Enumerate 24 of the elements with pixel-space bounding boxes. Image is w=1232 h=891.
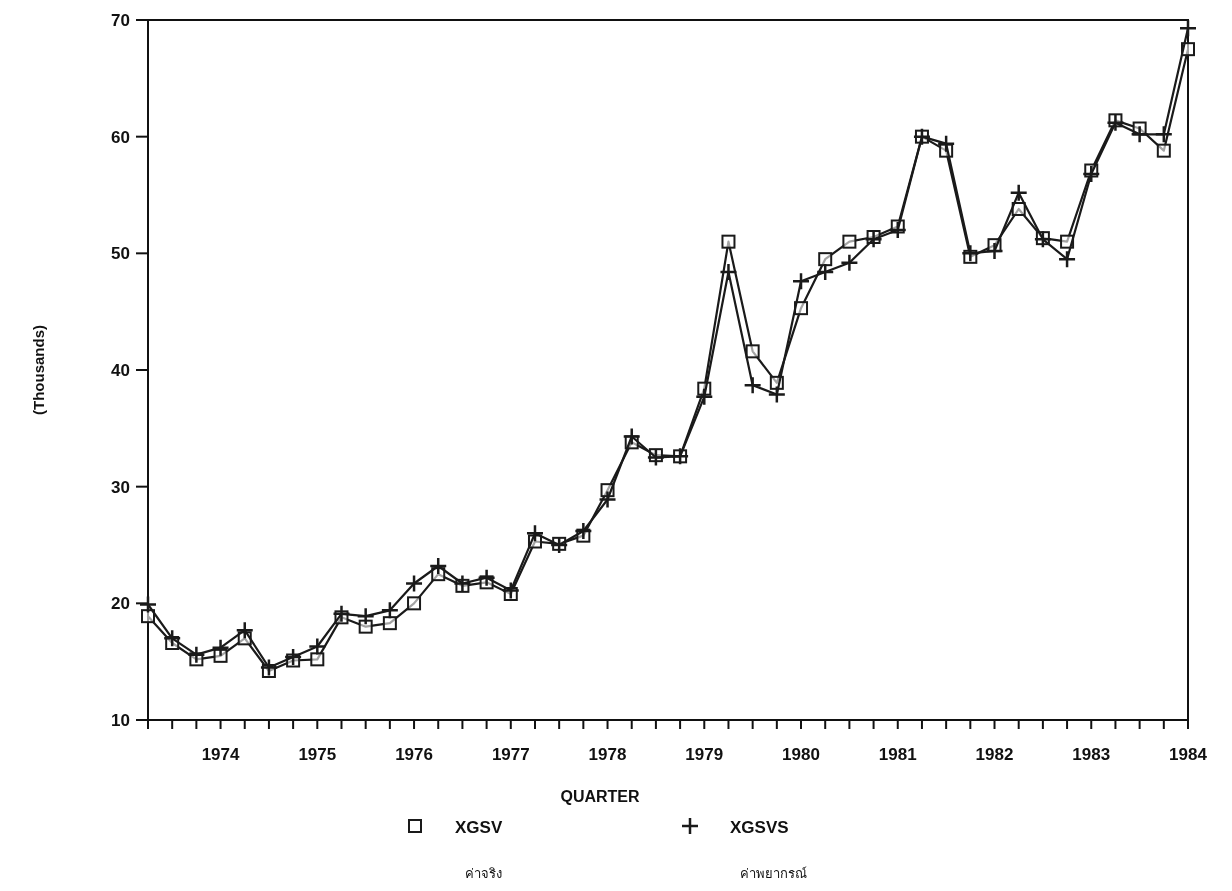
x-tick-label: 1984: [1169, 745, 1208, 764]
x-tick-label: 1983: [1072, 745, 1111, 764]
legend-label: XGSVS: [730, 818, 789, 837]
text: ค่าจริง: [465, 866, 502, 881]
y-tick-label: 40: [111, 361, 130, 380]
x-tick-label: 1982: [975, 745, 1014, 764]
y-tick-label: 20: [111, 594, 130, 614]
x-tick-label: 1978: [588, 745, 627, 764]
y-axis-title: (Thousands): [30, 325, 47, 415]
y-tick-label: 50: [111, 244, 130, 264]
x-tick-label: 1975: [298, 745, 337, 764]
x-tick-label: 1977: [491, 745, 530, 764]
x-tick-label: 1976: [395, 745, 433, 764]
y-tick-label: 10: [111, 711, 130, 730]
x-tick-label: 1979: [685, 745, 724, 764]
y-tick-label: 30: [111, 477, 130, 497]
y-tick-label: 70: [111, 11, 130, 30]
x-tick-label: 1980: [782, 745, 820, 764]
legend-label: XGSV: [455, 818, 503, 837]
x-tick-label: 1981: [878, 745, 917, 764]
text: ค่าพยากรณ์: [740, 866, 807, 881]
x-axis-title: QUARTER: [560, 788, 640, 805]
x-tick-label: 1974: [201, 745, 241, 764]
y-tick-label: 60: [111, 127, 130, 147]
